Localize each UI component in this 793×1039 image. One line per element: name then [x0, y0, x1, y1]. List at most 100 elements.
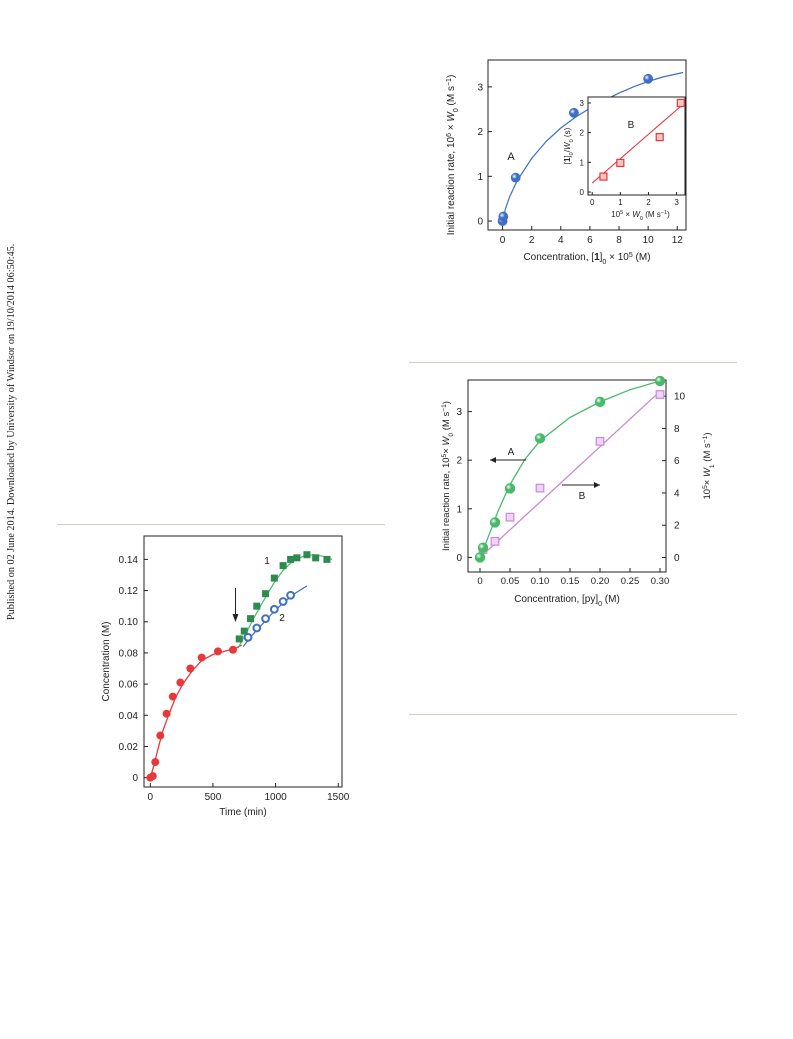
inset-x-tick-label: 0 [590, 198, 595, 207]
data-point-B [595, 436, 605, 446]
data-point-1 [247, 615, 255, 623]
inset-y-axis-label: [1]0/W0 (s) [563, 127, 575, 164]
separator-mid-right [409, 714, 737, 715]
data-point-2 [269, 604, 279, 614]
arrowhead-A [490, 457, 496, 463]
y-tick-label: 0.06 [119, 680, 139, 691]
x-tick-label: 0.15 [561, 576, 580, 587]
y2-tick-label: 4 [674, 488, 680, 499]
series-label-1: 1 [264, 556, 270, 567]
y2-tick-label: 0 [674, 553, 680, 564]
y-tick-label: 3 [456, 407, 462, 418]
inset-x-tick-label: 1 [618, 198, 623, 207]
y-tick-label: 0 [456, 553, 462, 564]
x-tick-label: 0.05 [501, 576, 520, 587]
data-point-1 [323, 555, 331, 563]
arrowhead-addition [232, 614, 239, 622]
plot-frame [143, 535, 343, 788]
watermark-text: Published on 02 June 2014. Downloaded by… [6, 244, 17, 620]
series-label-B: B [579, 491, 586, 502]
y2-tick-label: 6 [674, 456, 680, 467]
inset-fit-line [591, 104, 683, 184]
x-tick-label: 0.30 [651, 576, 670, 587]
inset-data-point [599, 172, 608, 181]
x-tick-label: 12 [672, 235, 684, 246]
x-tick-label: 2 [529, 235, 535, 246]
x-tick-label: 0.25 [621, 576, 640, 587]
x-tick-label: 0 [500, 235, 506, 246]
inset-x-tick-label: 3 [674, 198, 679, 207]
y-tick-label: 0.14 [119, 555, 139, 566]
data-point-base [168, 692, 177, 701]
data-point-A [510, 172, 521, 183]
x-tick-label: 0.10 [531, 576, 550, 587]
inset-y-tick-label: 3 [580, 99, 585, 108]
x-tick-label: 10 [643, 235, 655, 246]
inset-y-tick-label: 2 [580, 129, 585, 138]
plot-frame [467, 379, 667, 573]
series-label-A: A [508, 447, 515, 458]
data-point-B [535, 483, 545, 493]
data-point-B [490, 536, 500, 546]
data-point-base [197, 653, 206, 662]
y-tick-label: 0.02 [119, 742, 139, 753]
inset-y-tick-label: 0 [580, 188, 585, 197]
data-point-2 [278, 597, 288, 606]
x-tick-label: 500 [205, 792, 222, 803]
data-point-base [186, 664, 195, 673]
y-tick-label: 1 [456, 504, 462, 515]
x-tick-label: 1000 [264, 792, 287, 803]
inset-x-tick-label: 2 [646, 198, 651, 207]
inset-x-axis-label: 105 × W0 (M s−1) [611, 210, 670, 222]
series-label-2: 2 [279, 613, 285, 624]
x-tick-label: 1500 [327, 792, 350, 803]
figure-rate-vs-pyridine: 0 0.05 0.10 0.15 0.20 0.25 0.30 0 1 2 3 0 2 4 6 8 10 Conc… [438, 375, 738, 616]
data-point-2 [261, 614, 270, 624]
data-point-base [176, 678, 185, 687]
x-tick-label: 8 [616, 235, 622, 246]
series-label-A: A [507, 151, 515, 163]
y2-tick-label: 2 [674, 521, 680, 532]
plot-frame [487, 59, 687, 231]
figure-rate-vs-concentration: 0 2 4 6 8 10 12 0 1 2 3 Concentration, [1]0 × 105 (… [438, 52, 688, 282]
x-tick-label: 4 [558, 235, 564, 246]
separator-top-right [409, 362, 737, 363]
y-tick-label: 0.08 [119, 648, 139, 659]
x-tick-label: 0 [147, 792, 153, 803]
inset-data-point [616, 158, 625, 168]
data-point-base [148, 772, 157, 781]
data-point-1 [262, 590, 270, 598]
y-axis-label: Initial reaction rate, 106 × W0 (M s−1) [446, 75, 460, 236]
inset-data-point [655, 132, 664, 142]
separator-left [57, 524, 385, 525]
data-point-B [505, 512, 515, 522]
data-point-1 [270, 574, 278, 582]
data-point-1 [279, 562, 287, 570]
x-axis-label: Time (min) [219, 807, 266, 818]
data-point-2 [243, 632, 253, 642]
x-axis-label: Concentration, [py]0 (M) [514, 594, 620, 608]
data-point-A [477, 542, 489, 553]
data-point-2 [286, 590, 296, 600]
y-axis-label: Initial reaction rate, 105× W0 (M s−1) [441, 401, 455, 551]
data-point-1 [312, 554, 320, 562]
x-axis-label: Concentration, [1]0 × 105 (M) [523, 252, 650, 266]
data-point-A [498, 211, 509, 222]
y-axis-label: Concentration (M) [101, 621, 112, 701]
x-tick-label: 0.20 [591, 576, 610, 587]
data-point-1 [253, 602, 261, 610]
y-tick-label: 0.10 [119, 617, 139, 628]
data-point-base [156, 731, 165, 740]
data-point-A [654, 375, 666, 387]
data-point-A [489, 517, 501, 528]
data-point-A [474, 552, 486, 563]
y-tick-label: 0 [132, 773, 138, 784]
inset-data-point [676, 98, 685, 108]
data-point-1 [293, 554, 301, 562]
data-point-2 [252, 623, 262, 633]
data-point-1 [235, 635, 243, 643]
data-point-base [213, 647, 222, 656]
data-point-A [594, 396, 606, 408]
data-point-1 [287, 555, 295, 563]
